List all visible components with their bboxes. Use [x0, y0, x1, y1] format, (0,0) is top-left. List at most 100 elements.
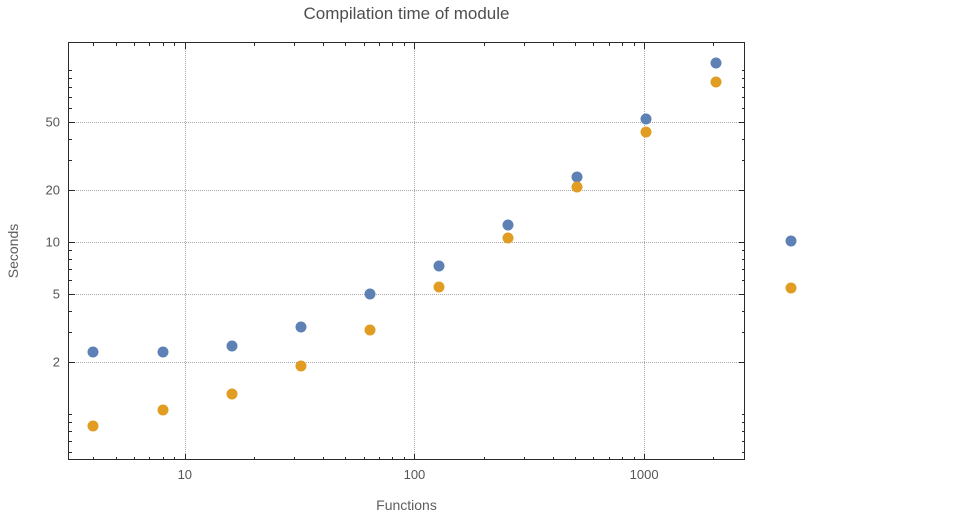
data-point-series-1	[433, 260, 445, 272]
x-tick	[253, 43, 255, 46]
data-point-series-1	[710, 57, 722, 69]
x-tick	[363, 43, 365, 46]
y-tick	[69, 362, 75, 364]
x-tick	[574, 457, 576, 460]
data-point-series-1	[364, 288, 376, 300]
x-tick	[115, 457, 117, 460]
y-tick	[742, 86, 745, 88]
y-tick	[739, 362, 745, 364]
y-tick	[69, 242, 75, 244]
y-tick-label: 5	[52, 286, 60, 302]
data-point-series-2	[364, 324, 376, 336]
x-tick	[253, 457, 255, 460]
y-tick-label: 10	[45, 234, 60, 250]
x-tick	[574, 43, 576, 46]
y-tick	[69, 190, 75, 192]
x-tick	[162, 457, 164, 460]
y-tick	[742, 421, 745, 423]
x-tick	[294, 457, 296, 460]
x-tick	[392, 43, 394, 46]
x-tick	[184, 43, 186, 49]
x-tick	[115, 43, 117, 46]
x-axis-label: Functions	[376, 497, 437, 513]
y-tick	[69, 108, 72, 110]
x-tick	[149, 43, 151, 46]
y-tick	[742, 258, 745, 260]
y-tick	[742, 452, 745, 454]
data-point-series-2	[295, 360, 307, 372]
y-tick	[69, 249, 72, 251]
y-tick	[69, 160, 72, 162]
y-tick-label: 50	[45, 114, 60, 130]
x-tick-label: 10	[177, 467, 193, 482]
x-tick	[174, 43, 176, 46]
data-point-series-1	[87, 346, 99, 358]
data-point-series-1	[502, 219, 514, 231]
data-point-series-1	[640, 113, 652, 125]
x-tick	[93, 43, 95, 46]
data-point-series-1	[157, 346, 169, 358]
x-tick	[403, 43, 405, 46]
y-tick	[69, 421, 72, 423]
x-tick	[593, 43, 595, 46]
y-tick	[69, 86, 72, 88]
y-tick	[69, 268, 72, 270]
y-tick	[69, 414, 72, 415]
x-tick-label: 1000	[629, 467, 659, 482]
y-gridline	[68, 293, 745, 295]
x-tick	[345, 43, 347, 46]
x-tick	[644, 43, 646, 49]
y-tick	[69, 331, 72, 333]
x-tick	[608, 457, 610, 460]
y-tick	[742, 440, 745, 442]
x-tick	[621, 43, 623, 46]
data-point-series-2	[710, 76, 722, 88]
x-tick	[403, 457, 405, 460]
x-tick	[414, 454, 416, 460]
y-tick	[739, 293, 745, 295]
y-gridline	[68, 242, 745, 244]
x-tick	[323, 43, 325, 46]
x-tick	[414, 43, 416, 49]
y-gridline	[68, 190, 745, 192]
x-tick	[378, 43, 380, 46]
y-tick	[739, 121, 745, 123]
x-tick	[363, 457, 365, 460]
x-tick	[483, 43, 485, 46]
x-tick	[633, 43, 635, 46]
y-tick	[69, 440, 72, 442]
y-gridline	[68, 362, 745, 364]
y-tick	[742, 280, 745, 282]
data-point-series-1	[295, 321, 307, 333]
y-tick-label: 20	[45, 182, 60, 198]
data-point-series-1	[571, 171, 583, 183]
y-tick	[742, 268, 745, 270]
legend-marker-series-2	[785, 282, 797, 294]
data-point-series-2	[226, 388, 238, 400]
x-tick-label: 100	[403, 467, 426, 482]
y-tick	[742, 414, 745, 415]
x-tick	[162, 43, 164, 46]
data-point-series-2	[87, 420, 99, 432]
x-tick	[345, 457, 347, 460]
x-tick	[184, 454, 186, 460]
chart-title: Compilation time of module	[303, 4, 510, 23]
y-tick	[69, 78, 72, 80]
y-tick	[69, 138, 72, 140]
x-tick	[483, 457, 485, 460]
y-tick	[742, 310, 745, 312]
x-tick	[713, 43, 715, 46]
x-tick	[524, 457, 526, 460]
y-tick	[739, 242, 745, 244]
x-tick	[524, 43, 526, 46]
x-tick	[133, 457, 135, 460]
y-tick	[69, 452, 72, 454]
x-gridline	[184, 42, 186, 460]
y-tick	[69, 121, 75, 123]
y-tick	[69, 310, 72, 312]
x-tick	[149, 457, 151, 460]
y-tick	[69, 70, 72, 72]
x-tick	[93, 457, 95, 460]
y-tick	[742, 331, 745, 333]
